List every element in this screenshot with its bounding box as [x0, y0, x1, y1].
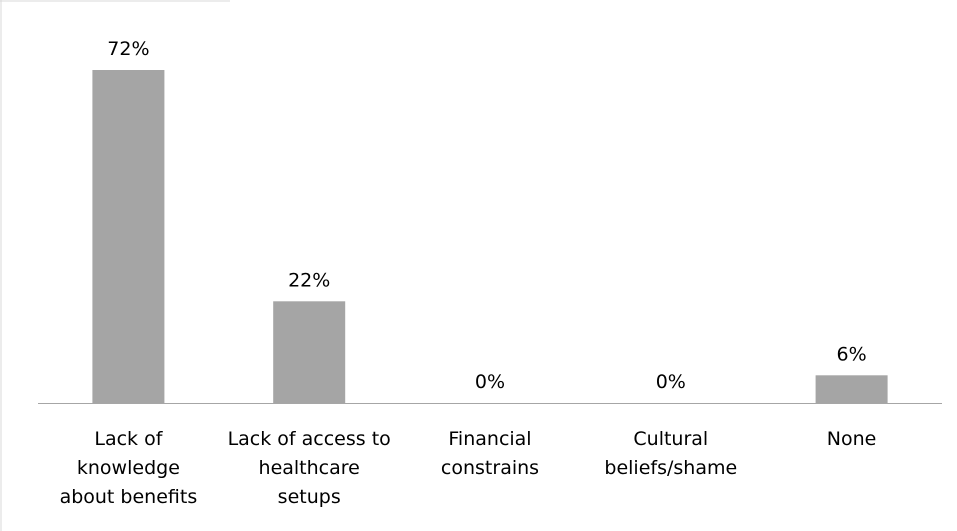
- x-tick-label-line: healthcare: [259, 457, 360, 479]
- value-labels-group: 72% 22% 0% 0% 6%: [107, 38, 866, 393]
- bar-value-label: 6%: [837, 343, 867, 365]
- bar: [815, 375, 888, 404]
- bars-group: [92, 70, 888, 404]
- x-tick-label-line: about benefits: [60, 486, 198, 508]
- x-tick-label-line: Lack of access to: [228, 428, 391, 450]
- x-tick-label-line: setups: [278, 486, 341, 508]
- x-tick-label-line: Cultural: [633, 428, 708, 450]
- x-tick-label-line: beliefs/shame: [604, 457, 737, 479]
- x-tick-label-line: None: [827, 428, 877, 450]
- bar: [273, 301, 346, 404]
- bar-value-label: 22%: [288, 269, 330, 291]
- bar-value-label: 0%: [656, 371, 686, 393]
- x-tick-label-line: Lack of: [94, 428, 163, 450]
- bar-value-label: 72%: [107, 38, 149, 60]
- x-tick-label: Financial constrains: [441, 428, 539, 479]
- x-tick-label-line: Financial: [448, 428, 531, 450]
- x-tick-label-line: knowledge: [77, 457, 180, 479]
- bar-value-label: 0%: [475, 371, 505, 393]
- x-tick-label-line: constrains: [441, 457, 539, 479]
- x-tick-label: None: [827, 428, 877, 450]
- x-tick-label: Cultural beliefs/shame: [604, 428, 737, 479]
- bar: [92, 70, 165, 403]
- x-axis-tick-labels: Lack of knowledge about benefits Lack of ac…: [60, 428, 877, 508]
- x-tick-label: Lack of knowledge about benefits: [60, 428, 198, 508]
- x-tick-label: Lack of access to healthcare setups: [228, 428, 391, 508]
